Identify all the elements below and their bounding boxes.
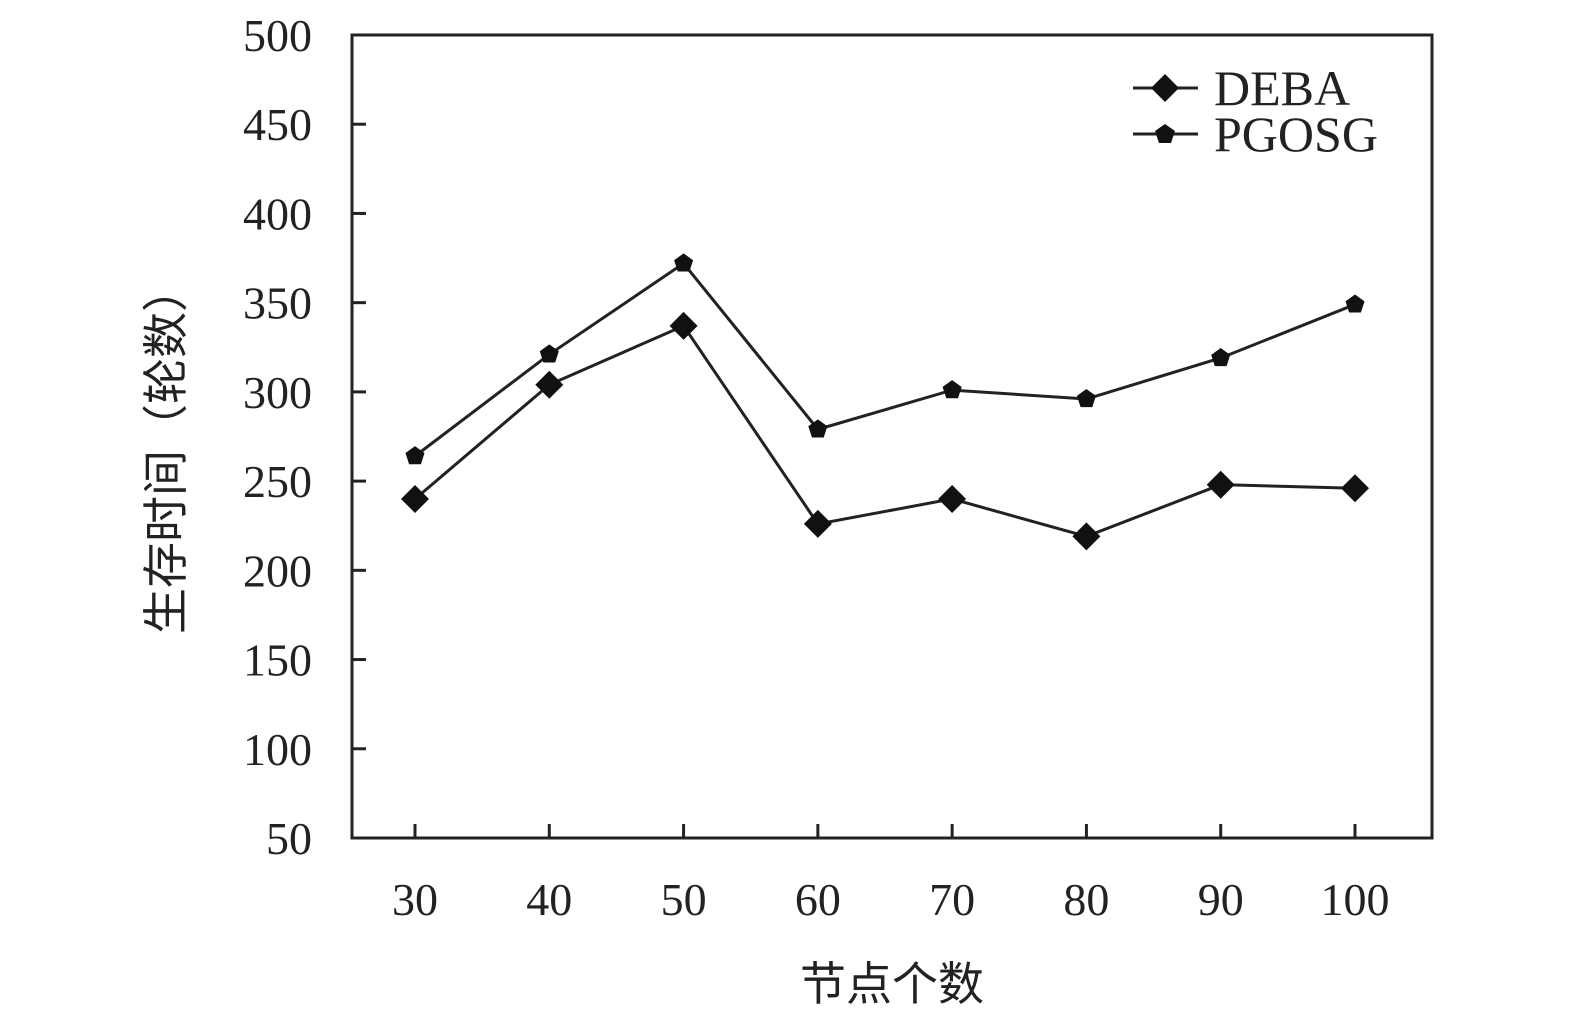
- data-point-deba: [1341, 474, 1369, 503]
- data-point-pgosg: [942, 380, 962, 399]
- legend-label-deba: DEBA: [1214, 60, 1350, 116]
- x-axis-title: 节点个数: [800, 957, 984, 1011]
- data-point-deba: [669, 311, 698, 340]
- data-point-pgosg: [405, 446, 425, 465]
- legend-marker-deba: [1151, 74, 1179, 102]
- x-tick-label: 80: [1063, 874, 1109, 925]
- plot-frame: [350, 33, 1434, 840]
- y-tick-label: 200: [243, 545, 312, 596]
- y-tick-label: 250: [243, 456, 312, 507]
- y-tick-label: 450: [243, 99, 312, 150]
- data-point-pgosg: [1211, 348, 1231, 367]
- x-tick-label: 40: [526, 874, 572, 925]
- y-axis-title: 生存时间（轮数）: [139, 266, 193, 634]
- x-tick-label: 30: [392, 874, 438, 925]
- data-point-pgosg: [808, 419, 828, 438]
- x-tick-label: 100: [1321, 874, 1390, 925]
- x-tick-label: 50: [661, 874, 707, 925]
- data-point-pgosg: [674, 253, 694, 272]
- data-point-deba: [938, 485, 967, 513]
- y-axis: 50 100 150 200 250 300 350 400 450 500: [243, 10, 366, 864]
- y-tick-label: 400: [243, 188, 312, 239]
- y-tick-label: 50: [266, 813, 312, 864]
- x-axis: 30 40 50 60 70 80 90 100: [392, 824, 1390, 925]
- legend-marker-pgosg: [1155, 124, 1175, 143]
- y-tick-label: 150: [243, 635, 312, 686]
- legend: DEBA PGOSG: [1133, 60, 1378, 162]
- series-layer: [401, 253, 1369, 551]
- data-point-pgosg: [1076, 389, 1096, 408]
- legend-label-pgosg: PGOSG: [1214, 106, 1378, 162]
- data-point-deba: [1072, 522, 1101, 551]
- x-tick-label: 70: [929, 874, 975, 925]
- series-line-pgosg: [414, 261, 1356, 458]
- x-tick-label: 60: [795, 874, 841, 925]
- y-tick-label: 350: [243, 278, 312, 329]
- x-tick-label: 90: [1198, 874, 1244, 925]
- data-point-pgosg: [539, 344, 559, 363]
- data-point-deba: [1206, 470, 1235, 499]
- data-point-deba: [401, 485, 429, 513]
- data-point-deba: [803, 509, 832, 538]
- data-point-deba: [535, 370, 564, 399]
- data-point-pgosg: [1345, 294, 1365, 313]
- y-tick-label: 500: [243, 10, 312, 61]
- y-tick-label: 100: [243, 724, 312, 775]
- y-tick-label: 300: [243, 367, 312, 418]
- series-line-deba: [414, 323, 1356, 539]
